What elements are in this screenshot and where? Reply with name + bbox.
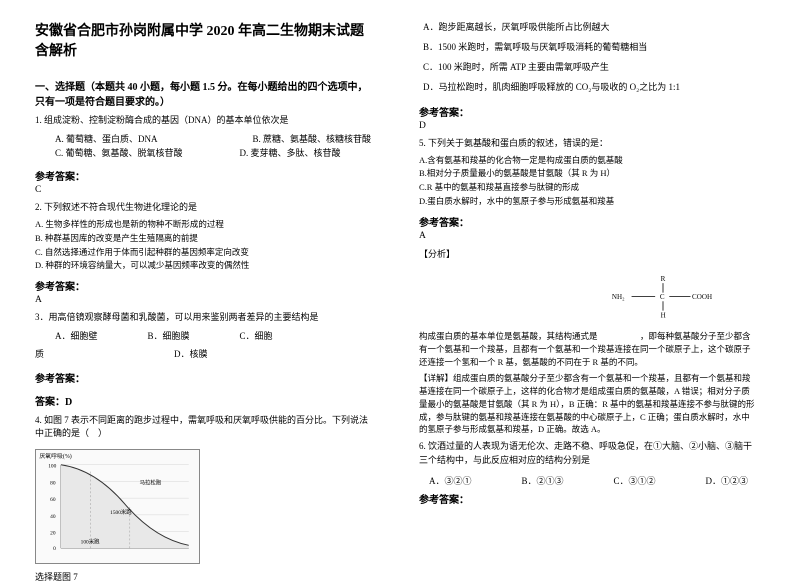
q1-answer-label: 参考答案： xyxy=(35,168,374,183)
q5-answer: A xyxy=(419,231,758,241)
svg-text:100: 100 xyxy=(48,463,56,469)
svg-text:40: 40 xyxy=(50,513,56,519)
q1-answer: C xyxy=(35,185,374,195)
q2-answer: A xyxy=(35,295,374,305)
chem-r: R xyxy=(661,275,666,283)
q1-options: A. 葡萄糖、蛋白质、DNA B. 蔗糖、氨基酸、核糖核苷酸 C. 葡萄糖、氨基… xyxy=(55,132,374,161)
q4-opt-b: B．1500 米跑时，需氧呼吸与厌氧呼吸消耗的葡萄糖相当 xyxy=(423,40,758,53)
q5-opt-a: A.含有氨基和羧基的化合物一定是构成蛋白质的氨基酸 xyxy=(419,155,758,167)
q1-opt-c: C. 葡萄糖、氨基酸、脱氧核苷酸 xyxy=(55,146,183,160)
q4-opt-c: C．100 米跑时，所需 ATP 主要由需氧呼吸产生 xyxy=(423,60,758,73)
q3-options: A．细胞壁 B．细胞膜 C．细胞 xyxy=(55,329,374,343)
q5-answer-label: 参考答案： xyxy=(419,214,758,229)
q4-opt-a: A．跑步距离越长，厌氧呼吸供能所占比例越大 xyxy=(423,20,758,33)
chart-ylabel: 厌氧呼吸(%) xyxy=(39,451,71,459)
q6-answer-label: 参考答案： xyxy=(419,491,758,506)
chem-nh2: NH₂ xyxy=(612,293,625,301)
q3-answer-label: 参考答案： xyxy=(35,370,374,385)
svg-text:1500米跑: 1500米跑 xyxy=(110,507,132,515)
q3-opt-d: D．核膜 xyxy=(174,347,208,361)
q4-opt-d: D．马拉松跑时，肌肉细胞呼吸释放的 CO₂与吸收的 O₂之比为 1:1 xyxy=(423,80,758,93)
q2-text: 2. 下列叙述不符合现代生物进化理论的是 xyxy=(35,201,374,215)
q6-opt-b: B．②①③ xyxy=(521,474,563,487)
svg-text:80: 80 xyxy=(50,480,56,486)
q6-options: A．③②① B．②①③ C．③①② D．①②③ xyxy=(419,474,758,487)
q1-opt-d: D. 麦芽糖、多肽、核苷酸 xyxy=(240,146,341,160)
left-column: 安徽省合肥市孙岗附属中学 2020 年高二生物期末试题含解析 一、选择题（本题共… xyxy=(35,20,374,541)
q2-answer-label: 参考答案： xyxy=(35,278,374,293)
q1-text: 1. 组成淀粉、控制淀粉酶合成的基因（DNA）的基本单位依次是 xyxy=(35,114,374,128)
q5-opt-d: D.蛋白质水解时，水中的氢原子参与形成氨基和羧基 xyxy=(419,196,758,208)
section-header: 一、选择题（本题共 40 小题，每小题 1.5 分。在每小题给出的四个选项中，只… xyxy=(35,78,374,108)
q5-opt-b: B.相对分子质量最小的氨基酸是甘氨酸（其 R 为 H） xyxy=(419,168,758,180)
q5-text: 5. 下列关于氨基酸和蛋白质的叙述，错误的是： xyxy=(419,137,758,151)
svg-text:60: 60 xyxy=(50,497,56,503)
q4-answer-label: 参考答案： xyxy=(419,104,758,119)
right-column: A．跑步距离越长，厌氧呼吸供能所占比例越大 B．1500 米跑时，需氧呼吸与厌氧… xyxy=(419,20,758,541)
analysis-label: 【分析】 xyxy=(419,247,758,260)
svg-text:20: 20 xyxy=(50,530,56,536)
q4-chart: 厌氧呼吸(%) 100 80 60 40 20 0 100米跑 1500米跑 马… xyxy=(35,449,200,564)
amino-acid-structure: R NH₂ C COOH H xyxy=(608,269,718,324)
q3-extra: 质 D．核膜 xyxy=(35,347,374,361)
q3-opt-b: B．细胞膜 xyxy=(148,329,190,343)
document-title: 安徽省合肥市孙岗附属中学 2020 年高二生物期末试题含解析 xyxy=(35,20,374,60)
q5-opt-c: C.R 基中的氨基和羧基直接参与肽键的形成 xyxy=(419,182,758,194)
q2-opt-d: D. 种群的环境容纳量大，可以减少基因频率改变的偶然性 xyxy=(35,260,374,272)
q2-opt-a: A. 生物多样性的形成也是新的物种不断形成的过程 xyxy=(35,219,374,231)
svg-text:马拉松跑: 马拉松跑 xyxy=(140,478,162,486)
q2-opt-b: B. 种群基因库的改变是产生生殖隔离的前提 xyxy=(35,233,374,245)
q3-text: 3．用高倍镜观察酵母菌和乳酸菌，可以用来鉴别两者差异的主要结构是 xyxy=(35,311,374,325)
q3-opt-c: C．细胞 xyxy=(240,329,273,343)
fig-label: 选择题图 7 xyxy=(35,570,374,583)
q6-text: 6. 饮酒过量的人表现为语无伦次、走路不稳、呼吸急促，在①大脑、②小脑、③脑干三… xyxy=(419,440,758,467)
chem-h: H xyxy=(661,312,666,320)
q1-opt-a: A. 葡萄糖、蛋白质、DNA xyxy=(55,132,158,146)
q2-opt-c: C. 自然选择通过作用于体而引起种群的基因频率定向改变 xyxy=(35,247,374,259)
svg-text:0: 0 xyxy=(53,546,56,552)
q6-opt-c: C．③①② xyxy=(613,474,655,487)
q3-opt-extra: 质 xyxy=(35,347,44,361)
q4-answer: D xyxy=(419,121,758,131)
q3-opt-a: A．细胞壁 xyxy=(55,329,98,343)
q6-opt-a: A．③②① xyxy=(429,474,472,487)
chem-c: C xyxy=(660,293,665,301)
q3-answer-bold: 答案：D xyxy=(35,393,374,408)
chart-svg: 厌氧呼吸(%) 100 80 60 40 20 0 100米跑 1500米跑 马… xyxy=(36,450,199,563)
q5-explain-1: 构成蛋白质的基本单位是氨基酸，其结构通式是 ，即每种氨基酸分子至少都含有一个氨基… xyxy=(419,330,758,368)
q5-explain-2: 【详解】组成蛋白质的氨基酸分子至少都含有一个氨基和一个羧基，且都有一个氨基和羧基… xyxy=(419,372,758,436)
q6-opt-d: D．①②③ xyxy=(705,474,748,487)
q4-text: 4. 如图 7 表示不同距离的跑步过程中，需氧呼吸和厌氧呼吸供能的百分比。下列说… xyxy=(35,414,374,441)
q1-opt-b: B. 蔗糖、氨基酸、核糖核苷酸 xyxy=(253,132,372,146)
chem-cooh: COOH xyxy=(692,293,712,301)
